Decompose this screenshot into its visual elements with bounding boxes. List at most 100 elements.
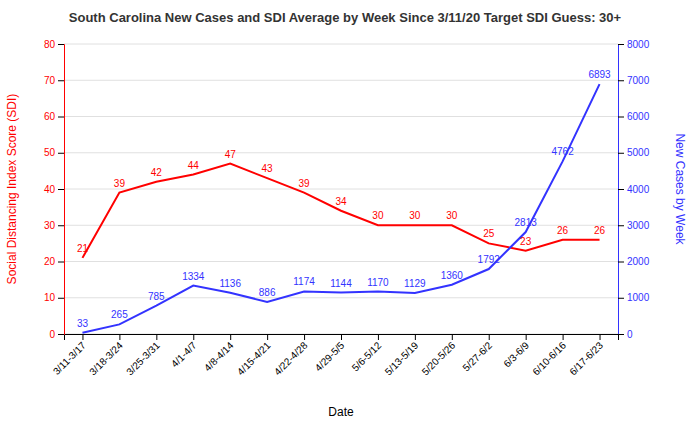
tick-mark xyxy=(119,334,120,340)
tick-mark xyxy=(618,80,624,81)
data-label: 4762 xyxy=(551,146,574,157)
tick: 4/15-4/21 xyxy=(235,334,273,377)
tick-mark xyxy=(618,153,624,154)
tick-label: 50 xyxy=(44,147,56,158)
tick-mark xyxy=(156,334,157,340)
tick-mark xyxy=(341,334,342,340)
tick: 0 xyxy=(618,329,633,340)
tick-label: 5/13-5/19 xyxy=(383,339,421,377)
x-axis-title: Date xyxy=(328,405,354,419)
tick-label: 2000 xyxy=(627,256,650,267)
data-label: 26 xyxy=(594,225,606,236)
tick-label: 0 xyxy=(49,329,55,340)
tick: 6/17-6/23 xyxy=(567,334,605,377)
tick: 6/3-6/9 xyxy=(501,334,531,369)
tick-label: 5000 xyxy=(627,147,650,158)
tick-label: 4/1-4/7 xyxy=(169,339,199,369)
tick-label: 1000 xyxy=(627,292,650,303)
grid-line xyxy=(64,152,618,153)
data-label: 1136 xyxy=(219,278,241,289)
tick-mark xyxy=(526,334,527,340)
tick-mark xyxy=(58,262,64,263)
tick-mark xyxy=(58,153,64,154)
data-label: 30 xyxy=(409,210,421,221)
grid xyxy=(64,44,618,334)
chart: 3/11-3/173/18-3/243/25-3/314/1-4/74/8-4/… xyxy=(0,0,690,426)
tick: 3000 xyxy=(618,220,650,231)
data-label: 34 xyxy=(335,196,347,207)
data-label: 33 xyxy=(77,318,89,329)
y-axis-title: Social Distancing Index Score (SDI) xyxy=(5,94,19,285)
tick: 3/11-3/17 xyxy=(51,334,88,377)
tick-mark xyxy=(489,334,490,340)
axis-domain xyxy=(58,45,65,335)
tick: 8000 xyxy=(618,39,650,50)
tick-mark xyxy=(58,44,64,45)
tick: 70 xyxy=(44,75,64,86)
tick-mark xyxy=(618,189,624,190)
tick: 10 xyxy=(44,292,64,303)
tick-mark xyxy=(58,117,64,118)
tick: 4/29-5/5 xyxy=(313,334,347,373)
tick-mark xyxy=(58,334,64,335)
grid-line xyxy=(64,261,618,262)
tick: 4/22-4/28 xyxy=(272,334,310,377)
tick-mark xyxy=(415,334,416,340)
y2-axis: 0 1000 2000 3000 4000 5000 6000 7000 8000 xyxy=(618,39,650,340)
data-label: 1144 xyxy=(330,278,352,289)
tick-label: 4000 xyxy=(627,184,650,195)
tick-label: 3/18-3/24 xyxy=(87,339,125,377)
tick-label: 5/27-6/2 xyxy=(460,339,494,373)
tick-mark xyxy=(230,334,231,340)
tick-label: 8000 xyxy=(627,39,650,50)
title: South Carolina New Cases and SDI Average… xyxy=(69,10,622,25)
data-label: 1129 xyxy=(404,278,426,289)
tick-mark xyxy=(618,117,624,118)
tick: 6/10-6/16 xyxy=(530,334,568,377)
tick-label: 7000 xyxy=(627,75,650,86)
y2-axis-title: New Cases by Week xyxy=(673,133,687,245)
tick-mark xyxy=(452,334,453,340)
grid-line xyxy=(64,189,618,190)
tick: 30 xyxy=(44,220,64,231)
data-label: 26 xyxy=(557,225,569,236)
y-axis: 01020304050607080 xyxy=(44,39,65,340)
tick-mark xyxy=(58,225,64,226)
plot-area xyxy=(82,84,599,333)
tick-mark xyxy=(82,334,83,340)
data-label: 42 xyxy=(151,167,163,178)
data-label: 44 xyxy=(188,160,200,171)
series-line xyxy=(82,164,599,258)
tick-label: 3/25-3/31 xyxy=(124,339,162,377)
tick-mark xyxy=(267,334,268,340)
tick: 80 xyxy=(44,39,64,50)
tick: 4000 xyxy=(618,184,650,195)
data-labels: 2139424447433934303030252326263326578513… xyxy=(77,69,611,329)
data-label: 1792 xyxy=(478,254,501,265)
data-label: 39 xyxy=(299,178,311,189)
tick-label: 6000 xyxy=(627,111,650,122)
data-label: 6893 xyxy=(588,69,611,80)
tick-label: 10 xyxy=(44,292,56,303)
tick-mark xyxy=(563,334,564,340)
tick: 2000 xyxy=(618,256,650,267)
data-label: 265 xyxy=(111,309,128,320)
tick-mark xyxy=(58,298,64,299)
tick-mark xyxy=(58,80,64,81)
tick-label: 3000 xyxy=(627,220,650,231)
tick-mark xyxy=(304,334,305,340)
tick-mark xyxy=(193,334,194,340)
data-label: 1174 xyxy=(293,276,315,287)
tick: 60 xyxy=(44,111,64,122)
tick: 50 xyxy=(44,147,64,158)
tick-mark xyxy=(600,334,601,340)
tick-mark xyxy=(618,298,624,299)
data-label: 43 xyxy=(262,163,274,174)
data-label: 21 xyxy=(77,243,89,254)
tick-label: 30 xyxy=(44,220,56,231)
data-label: 23 xyxy=(520,236,532,247)
tick-label: 70 xyxy=(44,75,56,86)
tick-label: 4/15-4/21 xyxy=(235,339,273,377)
tick-label: 5/6-5/12 xyxy=(350,339,384,373)
tick-mark xyxy=(618,44,624,45)
